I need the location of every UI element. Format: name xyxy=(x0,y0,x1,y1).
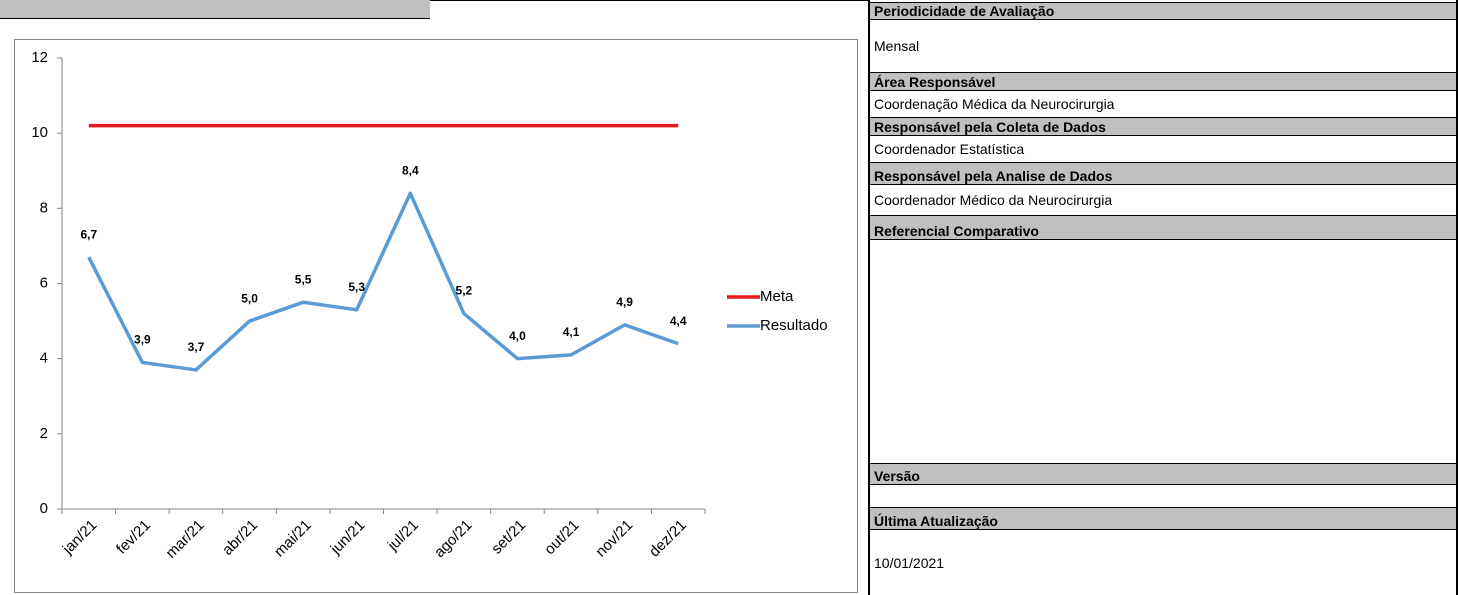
y-tick-label: 2 xyxy=(40,425,48,442)
section-value xyxy=(870,485,1456,507)
data-label: 3,7 xyxy=(188,340,205,354)
section-value: Coordenador Médico da Neurocirurgia xyxy=(874,192,1113,208)
section-value: 10/01/2021 xyxy=(874,554,945,571)
legend-label: Resultado xyxy=(760,317,828,334)
column-divider xyxy=(868,0,870,595)
section-header: Última Atualização xyxy=(870,507,1456,530)
section-header: Referencial Comparativo xyxy=(870,215,1456,240)
right-border xyxy=(1456,0,1458,595)
section-header: Responsável pela Analise de Dados xyxy=(870,162,1456,185)
section-header: Responsável pela Coleta de Dados xyxy=(870,117,1456,136)
section-header: Versão xyxy=(870,463,1456,485)
data-label: 4,9 xyxy=(616,295,633,309)
series-line xyxy=(87,191,679,372)
chart-frame xyxy=(14,39,858,593)
y-tick-label: 6 xyxy=(40,274,48,291)
data-label: 5,3 xyxy=(348,280,365,294)
section-header: Periodicidade de Avaliação xyxy=(870,2,1456,20)
data-label: 5,0 xyxy=(241,291,258,305)
section-value: Coordenação Médica da Neurocirurgia xyxy=(874,96,1115,112)
y-tick-label: 12 xyxy=(31,49,48,66)
data-label: 5,5 xyxy=(295,272,312,286)
data-label: 4,1 xyxy=(563,325,580,339)
data-label: 4,4 xyxy=(670,314,687,328)
top-line xyxy=(430,0,870,1)
y-tick-label: 0 xyxy=(40,500,48,517)
section-value xyxy=(870,240,1456,463)
data-label: 4,0 xyxy=(509,329,526,343)
top-strip xyxy=(0,0,430,19)
y-tick-label: 10 xyxy=(31,124,48,141)
y-tick-label: 8 xyxy=(40,199,48,216)
data-label: 8,4 xyxy=(402,163,419,177)
legend-label: Meta xyxy=(760,288,794,305)
data-label: 5,2 xyxy=(456,284,473,298)
section-header: Área Responsável xyxy=(870,72,1456,91)
section-value: Mensal xyxy=(874,38,920,54)
data-label: 6,7 xyxy=(80,227,97,241)
y-tick-label: 4 xyxy=(40,350,48,367)
section-value: Coordenador Estatística xyxy=(874,141,1025,157)
data-label: 3,9 xyxy=(134,333,151,347)
